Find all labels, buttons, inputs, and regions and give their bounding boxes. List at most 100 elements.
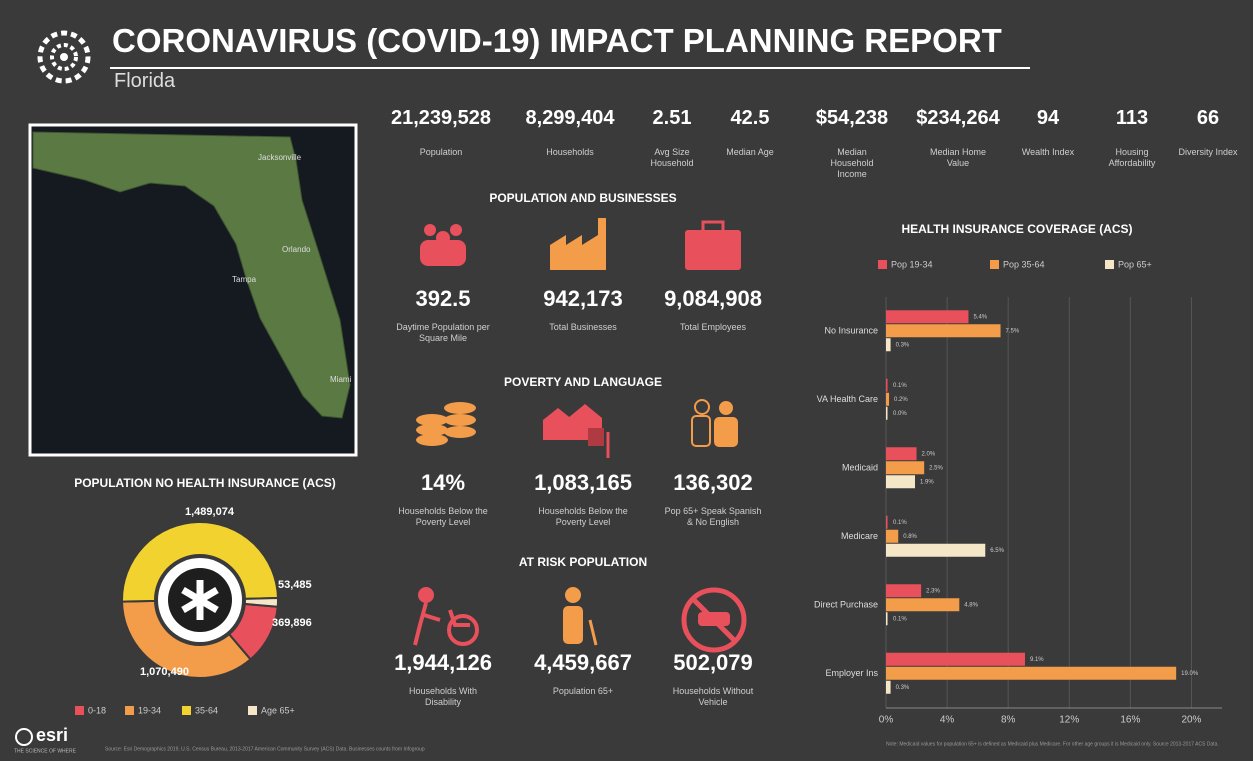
coins-icon: [416, 402, 476, 446]
legend-label: 0-18: [88, 705, 106, 715]
bar-value-label: 2.0%: [922, 451, 936, 457]
bar-value-label: 2.3%: [926, 588, 940, 594]
map-label: Orlando: [282, 245, 311, 254]
bar: [886, 461, 925, 475]
bar: [886, 515, 888, 529]
bar-value-label: 0.3%: [896, 685, 910, 691]
stat-value: 113: [1115, 107, 1149, 129]
chart-title: POPULATION NO HEALTH INSURANCE (ACS): [74, 476, 336, 490]
category-label: VA Health Care: [817, 394, 878, 404]
legend-swatch: [1105, 260, 1114, 269]
bar: [886, 406, 888, 420]
bar: [886, 475, 916, 489]
stat-value: 8,299,404: [525, 107, 615, 129]
medical-star: [181, 580, 219, 620]
section-label: Households Below the Poverty Level: [538, 506, 628, 527]
wheelchair-icon: [413, 587, 479, 646]
donut-value-label: 369,896: [272, 617, 312, 629]
elderly-people-icon: [691, 399, 738, 447]
category-label: Employer Ins: [825, 668, 878, 678]
stat-label: Population: [419, 147, 463, 157]
stat-value: 94: [1036, 107, 1060, 129]
bar-value-label: 0.1%: [893, 520, 907, 526]
section-value: 1,944,126: [394, 650, 492, 675]
stat-label: Households: [546, 147, 594, 157]
stat-value: 66: [1196, 107, 1220, 129]
bar-value-label: 6.5%: [990, 548, 1004, 554]
legend-swatch: [75, 706, 84, 715]
bar: [886, 378, 888, 392]
bar: [886, 666, 1177, 680]
map-label: Jacksonville: [258, 153, 302, 162]
stat-value: 42.5: [730, 107, 770, 129]
briefcase-icon: [685, 220, 741, 270]
section-label: Households Without Vehicle: [672, 686, 754, 707]
donut-value-label: 1,070,490: [140, 666, 189, 678]
bar: [886, 324, 1001, 338]
x-tick-label: 16%: [1120, 715, 1140, 726]
bar: [886, 584, 922, 598]
people-icon: [420, 224, 466, 266]
bar-value-label: 0.1%: [893, 383, 907, 389]
chart-title: HEALTH INSURANCE COVERAGE (ACS): [901, 222, 1133, 236]
x-tick-label: 8%: [1001, 715, 1016, 726]
stat-value: $54,238: [815, 107, 889, 129]
bar-value-label: 7.5%: [1006, 328, 1020, 334]
legend-swatch: [878, 260, 887, 269]
bar-value-label: 9.1%: [1030, 657, 1044, 663]
section-title: AT RISK POPULATION: [518, 555, 648, 569]
legend-swatch: [182, 706, 191, 715]
bar: [886, 529, 899, 543]
bar-value-label: 19.0%: [1181, 671, 1199, 677]
map-label: Tampa: [232, 275, 257, 284]
source-note: Source: Esri Demographics 2019, U.S. Cen…: [105, 746, 425, 752]
bar-value-label: 2.5%: [929, 465, 943, 471]
stat-value: 2.51: [652, 107, 692, 129]
esri-tagline: THE SCIENCE OF WHERE: [14, 748, 77, 754]
donut-value-label: 1,489,074: [185, 506, 235, 518]
section-label: Total Employees: [679, 322, 747, 332]
virus-icon: [37, 30, 91, 84]
donut-slice: [120, 599, 252, 679]
chart-note: Note: Medicaid values for population 65+…: [886, 741, 1219, 747]
legend-swatch: [990, 260, 999, 269]
section-label: Population 65+: [552, 686, 614, 696]
bar: [886, 447, 917, 461]
section-value: 942,173: [543, 286, 623, 311]
factory-icon: [550, 218, 606, 270]
category-label: Medicare: [841, 531, 878, 541]
bar-value-label: 0.8%: [903, 534, 917, 540]
donut-value-label: 53,485: [278, 579, 312, 591]
x-tick-label: 4%: [940, 715, 955, 726]
section-label: Households With Disability: [408, 686, 478, 707]
section-value: 136,302: [673, 470, 753, 495]
map-label: Miami: [330, 375, 352, 384]
x-tick-label: 20%: [1181, 715, 1201, 726]
section-label: Daytime Population per Square Mile: [396, 322, 490, 343]
category-label: Direct Purchase: [814, 600, 878, 610]
bar-value-label: 4.8%: [964, 602, 978, 608]
section-value: 392.5: [415, 286, 471, 311]
stat-label: Diversity Index: [1178, 147, 1238, 157]
stat-value: $234,264: [916, 107, 1000, 129]
stat-value: 21,239,528: [390, 107, 492, 129]
legend-swatch: [125, 706, 134, 715]
section-label: Households Below the Poverty Level: [398, 506, 488, 527]
category-label: Medicaid: [842, 463, 878, 473]
bar: [886, 680, 891, 694]
bar: [886, 310, 969, 324]
houses-icon: [543, 404, 610, 458]
elderly-icon: [563, 587, 598, 646]
donut-slice: [121, 520, 280, 603]
donut-slice: [243, 596, 279, 608]
stat-label: Wealth Index: [1021, 147, 1075, 157]
section-title: POPULATION AND BUSINESSES: [489, 191, 677, 205]
x-tick-label: 0%: [879, 715, 894, 726]
category-label: No Insurance: [824, 326, 878, 336]
stat-label: Median Age: [726, 147, 774, 157]
bar: [886, 392, 890, 406]
stat-label: Avg Size Household: [650, 147, 694, 168]
report-title: CORONAVIRUS (COVID-19) IMPACT PLANNING R…: [112, 22, 1002, 59]
